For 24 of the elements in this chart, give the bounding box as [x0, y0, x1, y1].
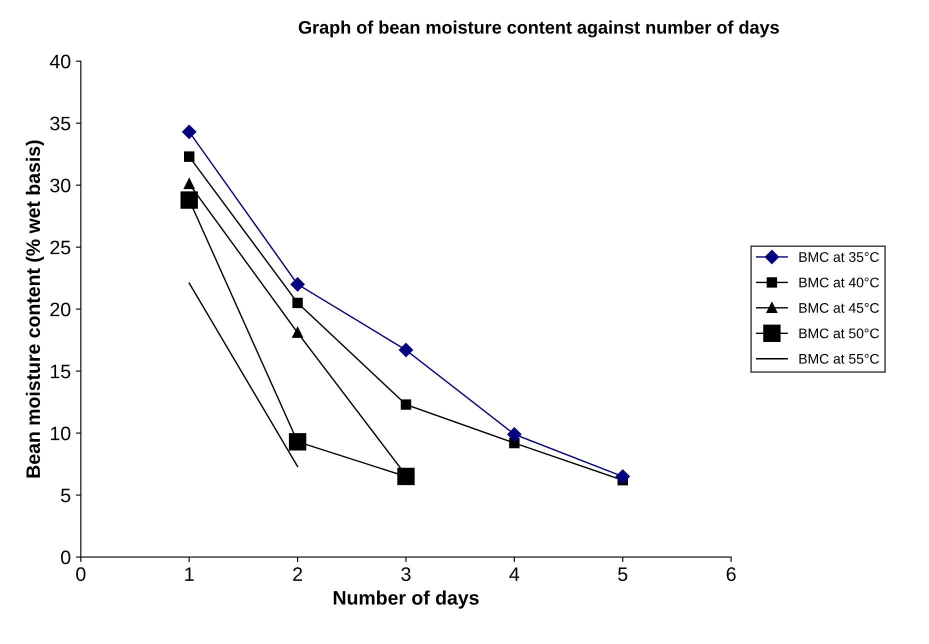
x-tick-label: 4: [509, 567, 520, 581]
y-tick-label: 20: [50, 302, 70, 316]
y-tick-label: 5: [61, 488, 70, 502]
y-tick-label: 0: [61, 550, 70, 564]
y-tick-label: 40: [50, 54, 70, 68]
legend-label: BMC at 35°C: [799, 252, 879, 262]
y-axis-title: Bean moisture content (% wet basis): [26, 140, 44, 478]
x-tick-label: 2: [293, 567, 302, 581]
legend-label: BMC at 55°C: [799, 354, 879, 364]
x-axis-title: Number of days: [334, 590, 479, 609]
y-tick-label: 10: [50, 426, 70, 440]
x-tick-label: 6: [726, 567, 736, 582]
legend-label: BMC at 40°C: [799, 278, 879, 288]
x-tick-label: 5: [618, 567, 628, 582]
x-tick-label: 0: [76, 567, 86, 582]
y-tick-label: 15: [50, 364, 70, 378]
y-tick-label: 30: [50, 178, 70, 192]
x-tick-label: 3: [401, 567, 411, 582]
legend-label: BMC at 50°C: [799, 328, 879, 338]
x-tick-label: 1: [185, 567, 194, 581]
legend-label: BMC at 45°C: [799, 303, 879, 313]
y-tick-label: 25: [50, 240, 70, 254]
y-tick-label: 35: [50, 116, 70, 130]
chart-title: Graph of bean moisture content against number of days: [298, 20, 779, 38]
